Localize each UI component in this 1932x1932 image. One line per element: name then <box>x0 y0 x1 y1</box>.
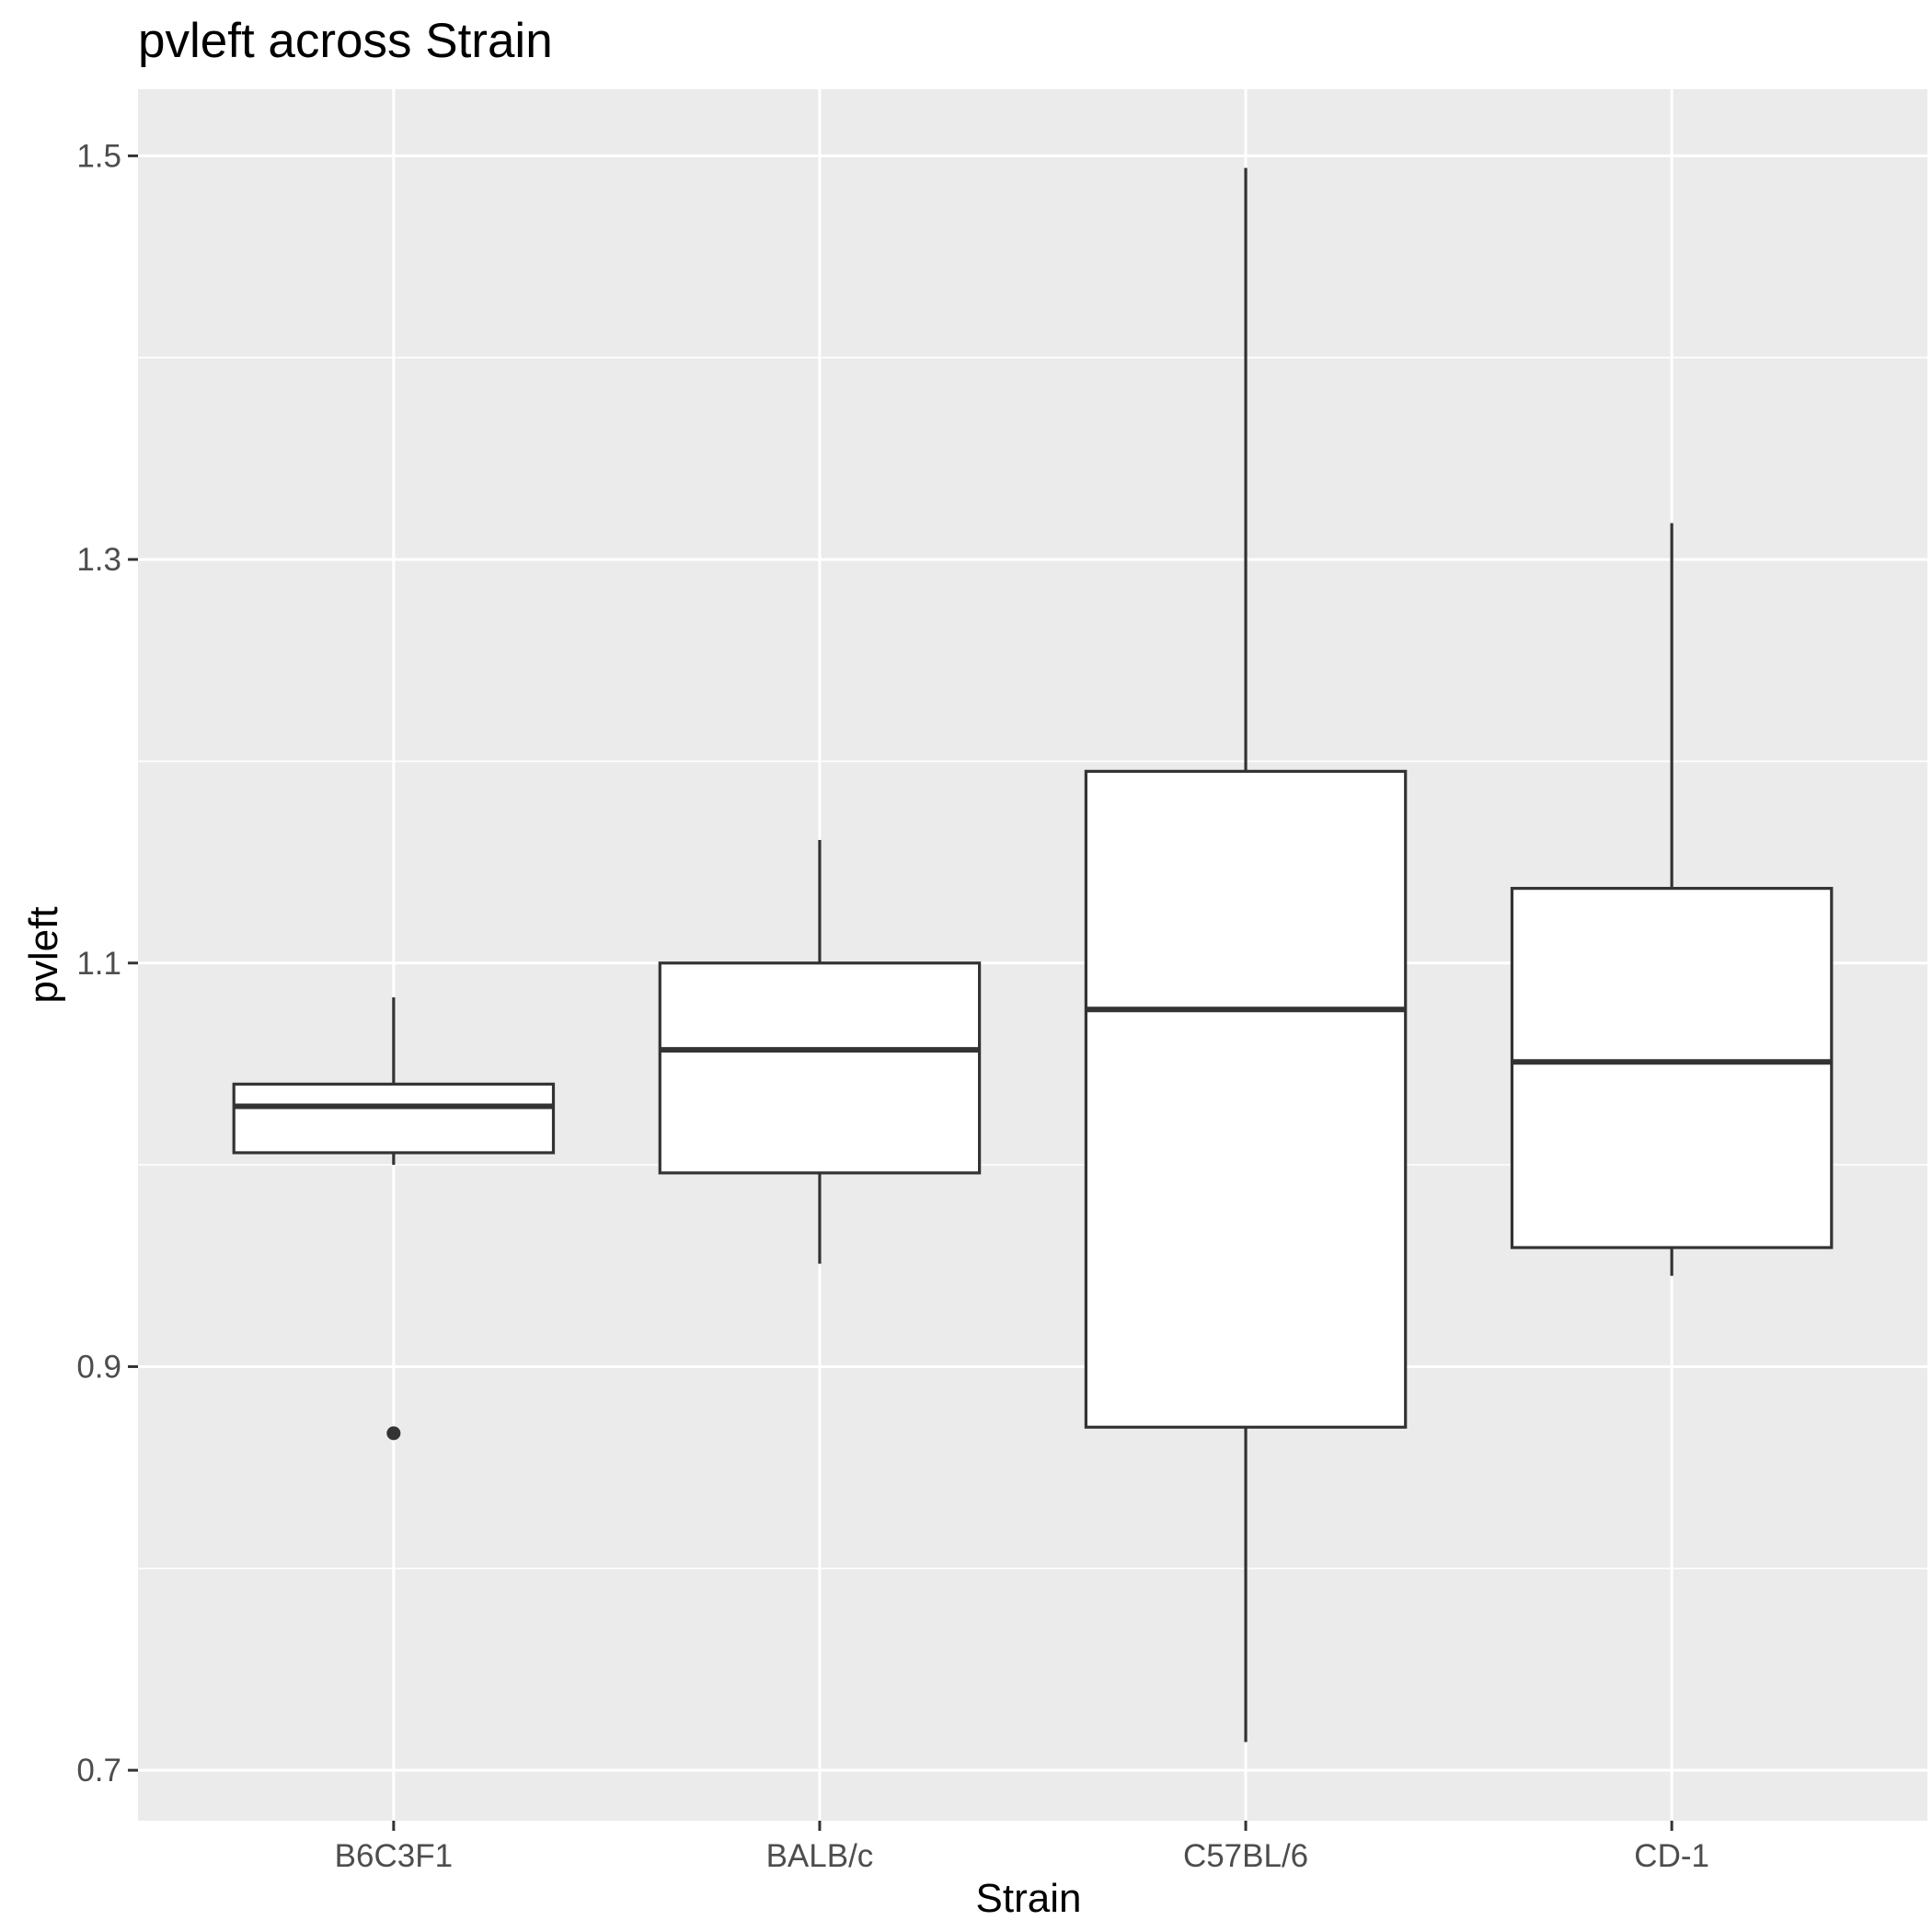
iqr-box <box>1510 887 1834 1249</box>
y-tick-label: 1.1 <box>76 946 121 982</box>
x-tick-label: B6C3F1 <box>335 1838 453 1874</box>
x-axis-title: Strain <box>976 1876 1082 1921</box>
iqr-box <box>232 1082 556 1155</box>
box-balb-c <box>658 839 982 1264</box>
outlier-point <box>386 1426 401 1441</box>
y-tick-label: 0.7 <box>76 1753 121 1788</box>
chart-title: pvleft across Strain <box>138 14 553 68</box>
y-tick-label: 1.3 <box>76 542 121 578</box>
y-tick-label: 1.5 <box>76 138 121 174</box>
box-b6c3f1 <box>232 997 556 1441</box>
x-tick-label: C57BL/6 <box>1183 1838 1308 1874</box>
axes: 0.7 0.9 1.1 1.3 1.5 B6C3F1 BALB/c C57BL/6 CD-1 <box>76 138 1709 1874</box>
x-tick-label: CD-1 <box>1634 1838 1709 1874</box>
box-cd-1 <box>1510 523 1834 1276</box>
y-tick-label: 0.9 <box>76 1349 121 1385</box>
box-series <box>232 167 1834 1742</box>
x-tick-label: BALB/c <box>766 1838 874 1874</box>
box-c57bl-6 <box>1084 167 1408 1742</box>
iqr-box <box>1084 769 1408 1429</box>
iqr-box <box>658 961 982 1175</box>
y-axis-title: pvleft <box>21 906 66 1003</box>
